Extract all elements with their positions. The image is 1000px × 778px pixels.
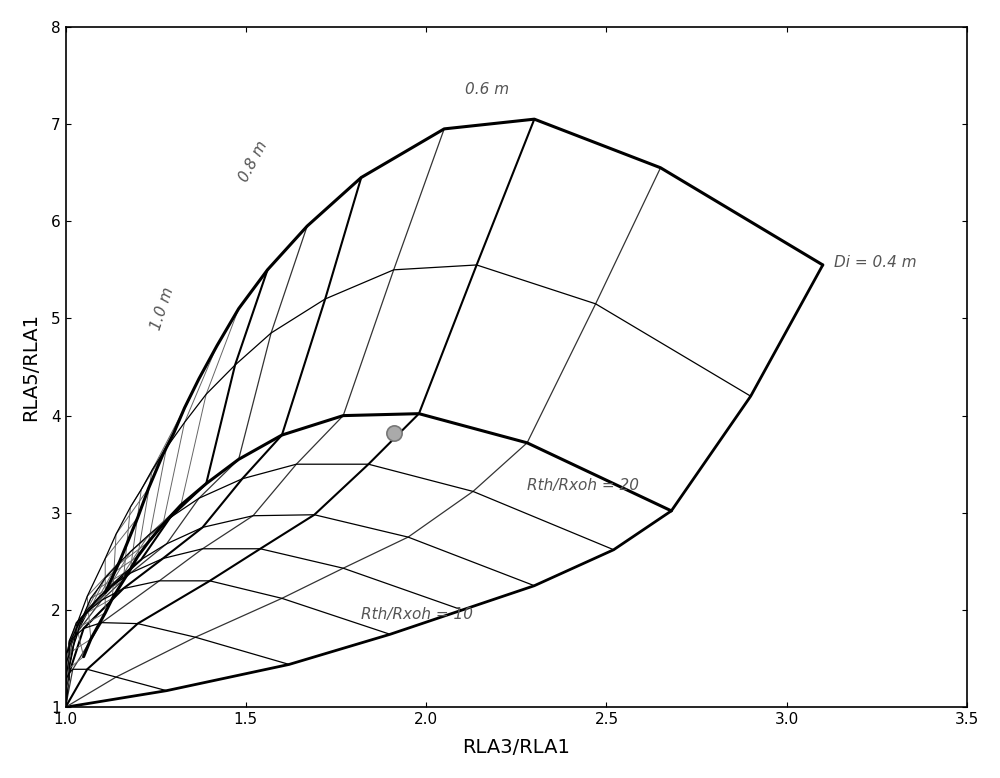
- Text: 1.0 m: 1.0 m: [149, 286, 177, 332]
- Text: 0.6 m: 0.6 m: [465, 82, 510, 96]
- Y-axis label: RLA5/RLA1: RLA5/RLA1: [21, 313, 40, 421]
- Text: Rth/Rxoh = 10: Rth/Rxoh = 10: [361, 608, 473, 622]
- X-axis label: RLA3/RLA1: RLA3/RLA1: [462, 738, 570, 757]
- Text: Di = 0.4 m: Di = 0.4 m: [834, 254, 916, 269]
- Text: Rth/Rxoh = 20: Rth/Rxoh = 20: [527, 478, 639, 493]
- Text: 0.8 m: 0.8 m: [236, 138, 270, 184]
